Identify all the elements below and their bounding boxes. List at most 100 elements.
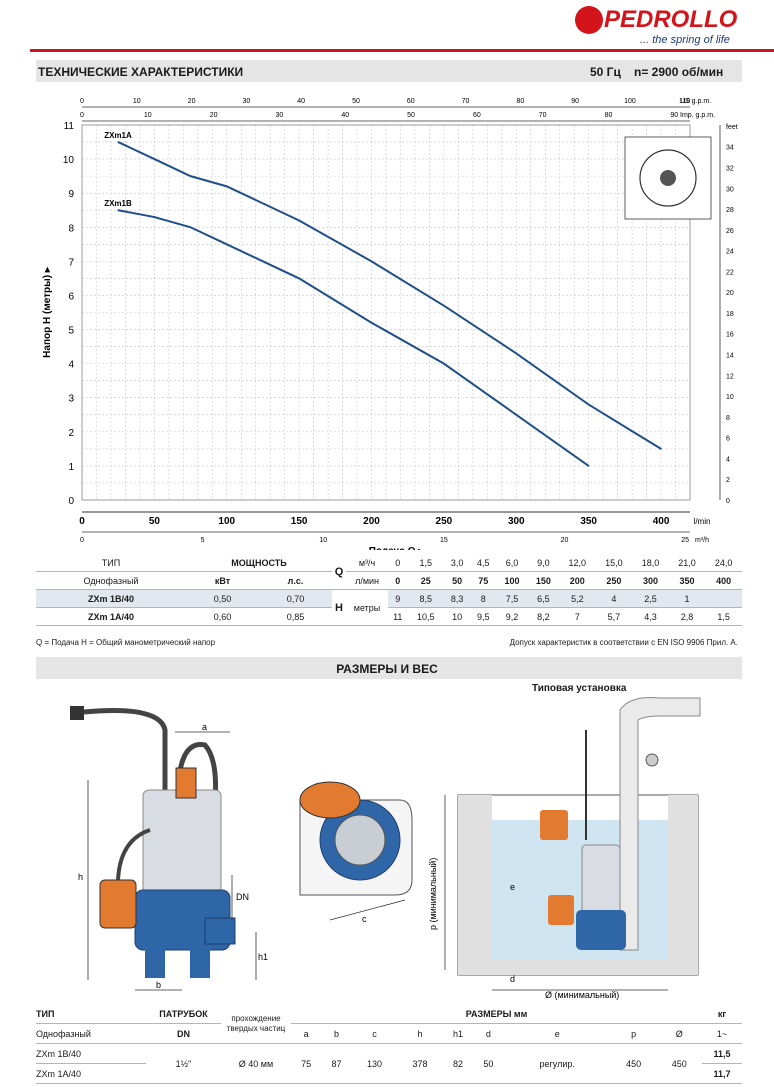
imp-gpm-tick-label: 90 <box>670 112 678 119</box>
feet-tick-label: 0 <box>726 498 730 505</box>
y-tick-label: 8 <box>68 223 74 234</box>
dim-value: регулир. <box>503 1043 611 1084</box>
head-value: 10 <box>444 607 471 626</box>
dims-col-patrubok: ПАТРУБОК <box>146 1004 221 1024</box>
y-tick-label: 4 <box>68 360 74 371</box>
m3h-tick-label: 15 <box>440 537 448 544</box>
col-power: МОЩНОСТЬ <box>186 554 333 572</box>
y-tick-label: 9 <box>68 189 74 200</box>
head-value: 7,5 <box>496 589 528 608</box>
dims-model: ZXm 1A/40 <box>36 1063 146 1084</box>
spec-title: ТЕХНИЧЕСКИЕ ХАРАКТЕРИСТИКИ <box>38 65 244 79</box>
x-tick-label: 0 <box>79 516 85 527</box>
label-p-min: p (минимальный) <box>428 858 438 930</box>
brand-logo-icon <box>575 6 603 34</box>
speed: n= 2900 об/мин <box>634 65 724 79</box>
head-value: 11 <box>388 607 408 626</box>
series-point <box>370 260 373 263</box>
dimension-drawings: h a b h1 DN c p (минимальный) Ø (минимал… <box>70 697 701 1000</box>
passage-line2: твердых частиц <box>226 1023 286 1033</box>
us-gpm-tick-label: 90 <box>571 98 579 105</box>
label-a: a <box>202 722 207 732</box>
header-divider <box>30 49 774 52</box>
dim-value: 82 <box>442 1043 474 1084</box>
series-point <box>587 403 590 406</box>
dim-col: e <box>503 1023 611 1044</box>
q-lmin: 0 <box>388 571 408 590</box>
dims-row-phase: Однофазный <box>36 1023 146 1044</box>
series-point <box>515 413 518 416</box>
label-c: c <box>362 914 367 924</box>
power-kw: 0,50 <box>186 589 260 608</box>
series-point <box>189 226 192 229</box>
head-value: 8,5 <box>407 589 445 608</box>
dim-value: 450 <box>656 1043 702 1084</box>
feet-unit-label: feet <box>726 124 738 131</box>
feet-tick-label: 22 <box>726 269 734 276</box>
q-m3h: 21,0 <box>668 554 706 572</box>
label-d: d <box>510 974 515 984</box>
head-value: 1 <box>668 589 706 608</box>
power-kw: 0,60 <box>186 607 260 626</box>
series-point <box>587 465 590 467</box>
us-gpm-tick-label: 110 <box>679 98 690 105</box>
head-value: 9,5 <box>470 607 497 626</box>
label-dn: DN <box>236 892 249 902</box>
series-point <box>443 362 445 365</box>
head-value: 5,2 <box>559 589 596 608</box>
us-gpm-tick-label: 10 <box>133 98 141 105</box>
dim-value: 130 <box>351 1043 398 1084</box>
q-m3h: 15,0 <box>595 554 633 572</box>
us-gpm-tick-label: 50 <box>352 98 360 105</box>
y-tick-label: 11 <box>64 121 75 132</box>
dimensions-table: ТИП ПАТРУБОК прохождение твердых частиц … <box>36 1004 742 1084</box>
frequency: 50 Гц <box>590 65 621 79</box>
head-value: 9,2 <box>496 607 528 626</box>
x-unit-label: l/min <box>694 517 711 526</box>
q-m3h: 12,0 <box>559 554 596 572</box>
imp-gpm-tick-label: 70 <box>539 112 547 119</box>
m3h-unit-label: m³/h <box>695 537 709 544</box>
dim-value: 450 <box>610 1043 657 1084</box>
model-name: ZXm 1B/40 <box>36 589 186 608</box>
dim-col: a <box>291 1023 322 1044</box>
feet-tick-label: 14 <box>726 353 734 360</box>
q-lmin: 200 <box>559 571 596 590</box>
y-tick-label: 7 <box>68 257 74 268</box>
dim-value: 50 <box>473 1043 504 1084</box>
dims-col-sizes: РАЗМЕРЫ мм <box>291 1004 702 1024</box>
feet-tick-label: 8 <box>726 415 730 422</box>
feet-tick-label: 26 <box>726 228 734 235</box>
label-h: h <box>78 872 83 882</box>
us-gpm-tick-label: 70 <box>462 98 470 105</box>
head-value: 6,5 <box>527 589 560 608</box>
head-value: 8,3 <box>444 589 471 608</box>
typical-installation <box>444 697 701 991</box>
feet-tick-label: 6 <box>726 436 730 443</box>
us-gpm-tick-label: 40 <box>297 98 305 105</box>
head-value: 4 <box>595 589 633 608</box>
q-m3h: 4,5 <box>470 554 497 572</box>
dims-col-dn: DN <box>146 1023 221 1044</box>
x-tick-label: 50 <box>149 516 161 527</box>
note-left: Q = Подача H = Общий манометрический нап… <box>36 638 216 647</box>
q-m3h: 3,0 <box>444 554 471 572</box>
model-name: ZXm 1A/40 <box>36 607 186 626</box>
head-value: 5,7 <box>595 607 633 626</box>
unit-hp: л.с. <box>259 571 333 590</box>
x-tick-label: 300 <box>508 516 525 527</box>
label-b: b <box>156 980 161 990</box>
dims-header-bar <box>36 657 742 679</box>
series-line <box>117 141 662 450</box>
q-m3h: 24,0 <box>705 554 742 572</box>
q-m3h: 9,0 <box>527 554 560 572</box>
x-axis-title: Подача Q ▸ <box>369 546 425 550</box>
series-label: ZXm1B <box>104 199 132 208</box>
series-point <box>298 219 300 222</box>
row-phase: Однофазный <box>36 571 186 590</box>
y-tick-label: 5 <box>68 326 74 337</box>
imp-gpm-tick-label: 60 <box>473 112 481 119</box>
series-point <box>153 158 156 160</box>
head-value: 4,3 <box>632 607 669 626</box>
